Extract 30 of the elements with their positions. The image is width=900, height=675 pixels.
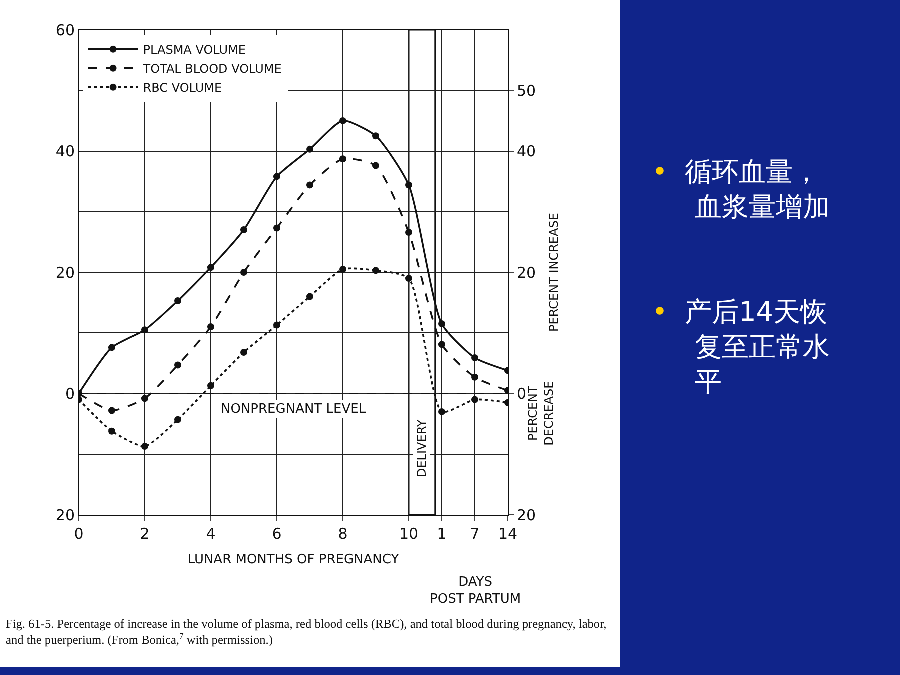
caption: Fig. 61-5. Percentage of increase in the volume of plasma, red blood cells (RBC), and total blood during pregnancy, labor, and the puerperium. (From Bonica,$^{7}$ with permission.): [6, 617, 607, 647]
x-tick-label: 7: [470, 525, 480, 543]
x-tick-label: 1: [437, 525, 447, 543]
text: DAYS POST PARTUM: [430, 575, 522, 607]
text: PERCENT DECREASE: [526, 381, 556, 446]
y2-tick-label: 20: [517, 506, 536, 524]
x-tick-label: 10: [399, 525, 419, 543]
x-tick-label: 8: [338, 525, 348, 543]
y2-tick-label: 40: [517, 142, 536, 160]
y2-tick-label: 20: [517, 264, 536, 282]
legend-label: RBC VOLUME: [143, 81, 222, 96]
y2-tick-label: 50: [517, 82, 536, 100]
text: • 循环血量，血浆量增加: [652, 157, 830, 224]
x-tick-label: 2: [140, 525, 150, 543]
x-tick-label: 14: [498, 525, 518, 543]
x-axis-title: LUNAR MONTHS OF PREGNANCY: [188, 552, 400, 568]
x-tick-label: 4: [206, 525, 216, 543]
y-tick-label: 60: [56, 21, 75, 40]
band-label: DELIVERY: [414, 419, 429, 478]
legend-label: TOTAL BLOOD VOLUME: [142, 62, 282, 76]
text: • 产后14天恢复至正常水平: [652, 297, 830, 398]
y-tick-label: 0: [65, 385, 75, 403]
y-tick-label: 20: [56, 506, 75, 524]
y-tick-label: 20: [56, 264, 75, 282]
y2-axis-title: PERCENT INCREASE: [546, 213, 561, 332]
y2-tick-label: 0: [517, 385, 527, 403]
y-tick-label: 40: [56, 142, 75, 160]
legend-label: PLASMA VOLUME: [143, 43, 246, 58]
x-tick-label: 6: [272, 525, 282, 543]
ref-line-label: NONPREGNANT LEVEL: [221, 402, 367, 417]
